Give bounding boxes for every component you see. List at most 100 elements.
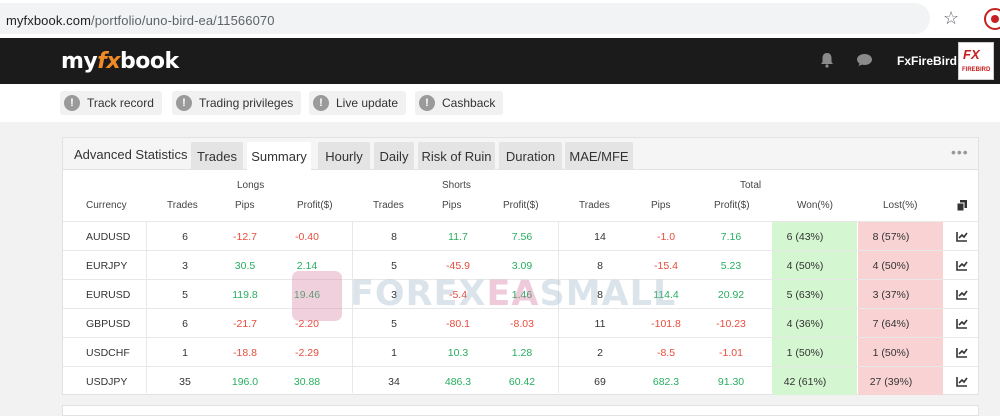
avatar-logo-subtext: FIREBIRD [962,67,991,73]
table-cell: 8 [597,289,603,301]
table-cell: -2.20 [295,318,319,330]
chart-icon[interactable] [956,289,968,300]
verification-badges: ! Track record ! Trading privileges ! Li… [0,84,1000,122]
table-cell: GBPUSD [86,318,131,330]
table-cell: 5 (63%) [786,289,824,301]
table-cell: 196.0 [231,376,259,388]
table-cell: -1.01 [719,347,743,359]
copy-icon[interactable] [957,200,967,211]
table-cell: -10.23 [716,318,746,330]
table-cell: 1.28 [511,347,533,359]
lost-cell-bg [858,367,943,395]
tab-daily[interactable]: Daily [374,142,414,170]
col-won[interactable]: Won(%) [797,200,833,211]
username[interactable]: FxFireBird [897,54,958,68]
watermark-text: FOREXEASMALL [350,274,677,314]
col-lost[interactable]: Lost(%) [883,200,918,211]
chart-icon[interactable] [956,231,968,242]
table-cell: 1 [182,347,188,359]
table-cell: 60.42 [508,376,536,388]
table-cell: 4 (50%) [872,260,910,272]
table-cell: 8 [597,260,603,272]
record-icon[interactable] [984,8,1000,30]
table-cell: 8 (57%) [872,231,910,243]
tab-duration[interactable]: Duration [499,142,562,170]
won-cell-bg [772,367,857,395]
table-cell: 1 [391,347,397,359]
table-cell: 6 [182,318,188,330]
myfxbook-logo[interactable]: myfxbook [61,49,179,74]
site-header: myfxbook FxFireBird FX FIREBIRD [0,38,1000,84]
tab-hourly[interactable]: Hourly [318,142,370,170]
col-longs-trades[interactable]: Trades [167,200,198,211]
table-cell: 11 [594,318,606,330]
chart-icon[interactable] [956,260,968,271]
won-cell-bg [772,309,857,337]
table-cell: USDJPY [86,376,128,388]
chart-icon[interactable] [956,376,968,387]
table-cell: 30.5 [234,260,256,272]
table-row: USDCHF 1 -18.8 -2.29 1 10.3 1.28 2 -8.5 -1.01 1 (5… [63,337,978,366]
table-cell: -21.7 [233,318,257,330]
table-cell: EURUSD [86,289,131,301]
badge-trading-privileges[interactable]: ! Trading privileges [172,91,302,115]
table-cell: -45.9 [446,260,470,272]
warning-icon: ! [64,95,80,111]
table-cell: 5 [182,289,188,301]
table-cell: -5.4 [448,289,468,301]
lost-cell-bg [858,309,943,337]
tab-risk-of-ruin[interactable]: Risk of Ruin [418,142,495,170]
table-cell: 1 (50%) [786,347,824,359]
tab-summary[interactable]: Summary [247,142,311,170]
table-cell: 10.3 [447,347,469,359]
col-total-pips[interactable]: Pips [651,200,671,211]
table-row: EURJPY 3 30.5 2.14 5 -45.9 3.09 8 -15.4 5.23 4 (50… [63,250,978,279]
tab-trades[interactable]: Trades [191,142,243,170]
col-total-profit[interactable]: Profit($) [714,200,750,211]
col-shorts-profit[interactable]: Profit($) [503,200,539,211]
badge-track-record[interactable]: ! Track record [60,91,162,115]
table-cell: 35 [179,376,191,388]
badge-live-update[interactable]: ! Live update [309,91,407,115]
col-shorts-pips[interactable]: Pips [442,200,462,211]
table-cell: -2.29 [295,347,319,359]
table-cell: -18.8 [233,347,257,359]
table-row: USDJPY 35 196.0 30.88 34 486.3 60.42 69 682.3 91.… [63,366,978,395]
chart-icon[interactable] [956,347,968,358]
chart-icon[interactable] [956,318,968,329]
lost-cell-bg [858,222,943,250]
table-cell: -12.7 [233,231,257,243]
won-cell-bg [772,251,857,279]
table-row: EURUSD 5 119.8 19.46 3 -5.4 1.46 8 114.4 20.92 5 (… [63,279,978,308]
advanced-statistics-panel: Advanced Statistics Trades Summary Hourl… [62,137,979,395]
table-cell: 7.56 [511,231,533,243]
bell-icon[interactable] [820,52,834,68]
badge-label: Cashback [442,96,496,110]
col-longs-pips[interactable]: Pips [235,200,255,211]
table-cell: 30.88 [293,376,321,388]
table-cell: 6 [182,231,188,243]
col-longs-profit[interactable]: Profit($) [297,200,333,211]
more-options-icon[interactable]: ••• [951,144,969,160]
next-panel-edge [62,405,979,416]
url-field[interactable]: myfxbook.com/portfolio/uno-bird-ea/11566… [0,3,930,34]
badge-label: Trading privileges [199,96,294,110]
stats-tab-bar: Advanced Statistics Trades Summary Hourl… [63,138,978,170]
avatar[interactable]: FX FIREBIRD [958,42,994,80]
col-currency[interactable]: Currency [86,200,127,211]
table-cell: 91.30 [717,376,745,388]
group-longs: Longs [237,180,265,191]
col-shorts-trades[interactable]: Trades [373,200,404,211]
table-row: AUDUSD 6 -12.7 -0.40 8 11.7 7.56 14 -1.0 7.16 6 (4… [63,221,978,250]
table-cell: 14 [594,231,606,243]
url-path: /portfolio/uno-bird-ea/11566070 [91,13,275,28]
badge-cashback[interactable]: ! Cashback [415,91,504,115]
bookmark-star-icon[interactable]: ☆ [943,8,960,28]
avatar-logo-text: FX [963,47,980,62]
table-cell: 8 [391,231,397,243]
chat-icon[interactable] [856,53,873,67]
url-text: myfxbook.com/portfolio/uno-bird-ea/11566… [6,13,275,28]
tab-mae-mfe[interactable]: MAE/MFE [565,142,633,170]
table-cell: 6 (43%) [786,231,824,243]
col-total-trades[interactable]: Trades [579,200,610,211]
